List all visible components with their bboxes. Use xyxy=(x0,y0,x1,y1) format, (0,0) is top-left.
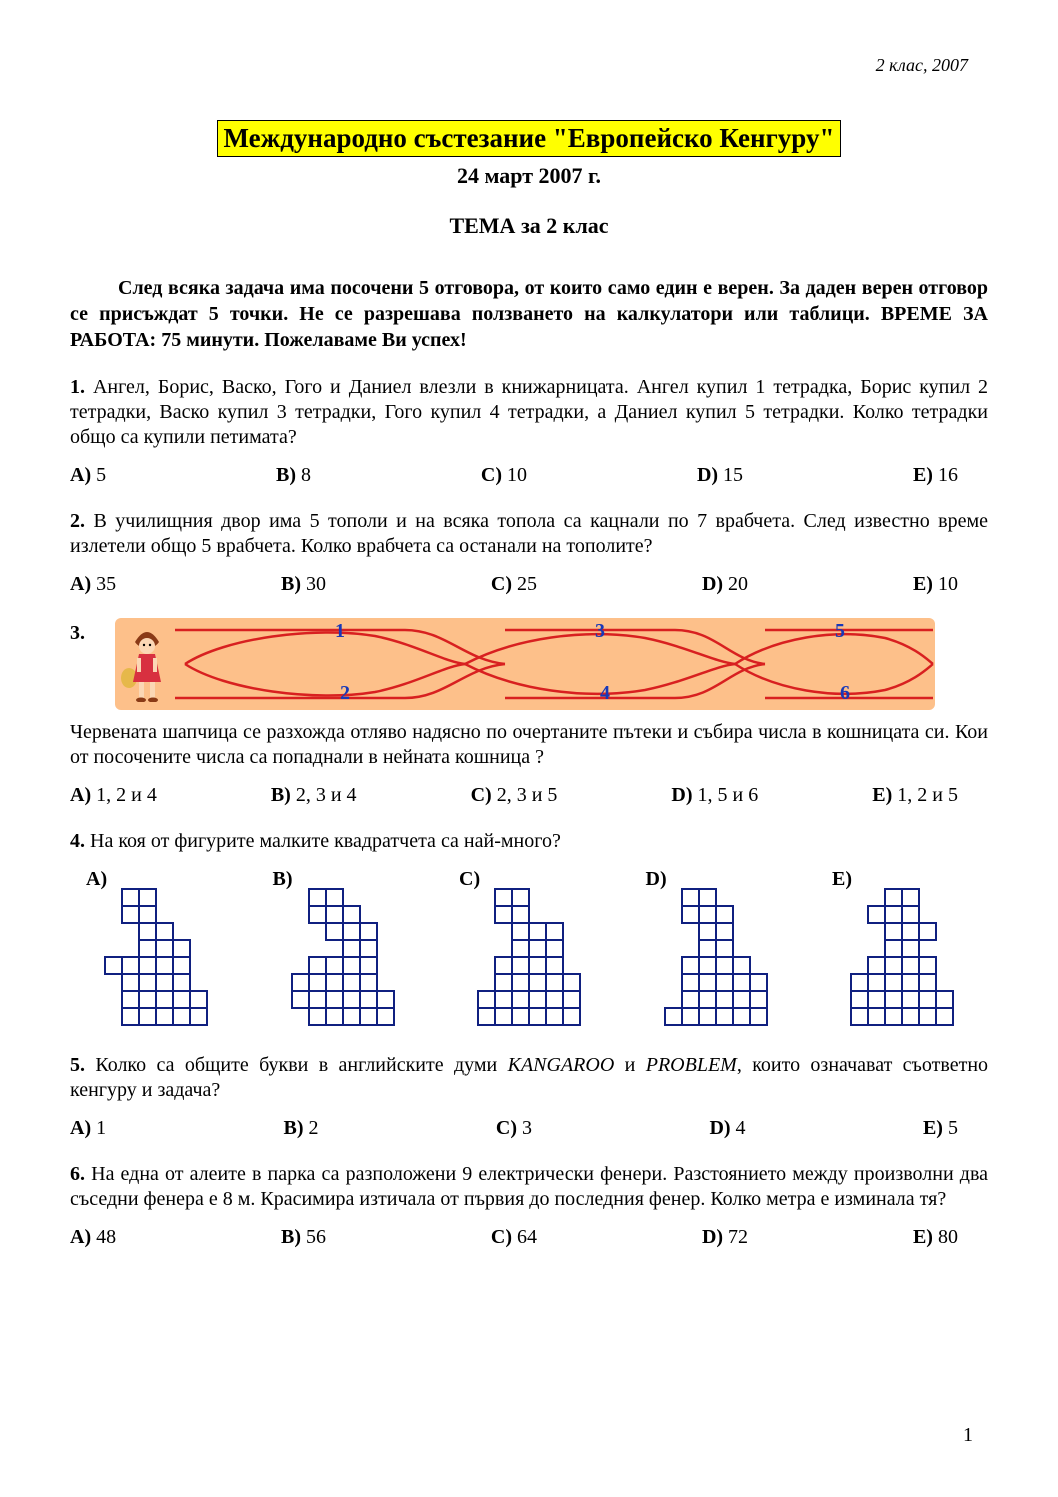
question-1-answers: A) 5 B) 8 C) 10 D) 15 E) 16 xyxy=(70,464,988,487)
answer-2-d: D) 20 xyxy=(702,573,748,596)
answer-5-d: D) 4 xyxy=(709,1117,745,1140)
answer-3-e: E) 1, 2 и 5 xyxy=(872,784,958,807)
answer-6-a: A) 48 xyxy=(70,1226,116,1249)
answer-1-d: D) 15 xyxy=(697,464,743,487)
figure-d-svg xyxy=(636,871,796,1031)
path-label-1: 1 xyxy=(335,620,345,643)
competition-date: 24 март 2007 г. xyxy=(70,163,988,189)
path-label-5: 5 xyxy=(835,620,845,643)
figure-b-label: B) xyxy=(273,868,293,891)
path-label-6: 6 xyxy=(840,682,850,705)
path-label-2: 2 xyxy=(340,682,350,705)
question-6: 6. На една от алеите в парка са разполож… xyxy=(70,1162,988,1212)
question-4-text: На коя от фигурите малките квадратчета с… xyxy=(90,830,561,852)
question-6-number: 6. xyxy=(70,1163,85,1185)
question-4: 4. На коя от фигурите малките квадратчет… xyxy=(70,829,988,854)
answer-2-a: A) 35 xyxy=(70,573,116,596)
figure-b-svg xyxy=(263,871,423,1031)
question-5-number: 5. xyxy=(70,1054,85,1076)
question-5: 5. Колко са общите букви в английските д… xyxy=(70,1053,988,1103)
answer-1-e: E) 16 xyxy=(913,464,958,487)
answer-3-d: D) 1, 5 и 6 xyxy=(671,784,758,807)
figure-c-label: C) xyxy=(459,868,480,891)
question-2-answers: A) 35 B) 30 C) 25 D) 20 E) 10 xyxy=(70,573,988,596)
question-5-text-before: Колко са общите букви в английските думи xyxy=(95,1054,507,1076)
girl-icon xyxy=(121,626,173,702)
question-3-row: 3. xyxy=(70,618,988,710)
answer-5-e: E) 5 xyxy=(923,1117,958,1140)
path-label-3: 3 xyxy=(595,620,605,643)
competition-title: Международно състезание "Европейско Кенг… xyxy=(217,120,842,157)
question-3-number: 3. xyxy=(70,622,85,645)
answer-6-e: E) 80 xyxy=(913,1226,958,1249)
question-5-mid: и xyxy=(614,1054,645,1076)
figure-c-svg xyxy=(449,871,609,1031)
question-5-word1: KANGAROO xyxy=(508,1054,615,1076)
figure-a-svg xyxy=(76,871,236,1031)
question-3-answers: A) 1, 2 и 4 B) 2, 3 и 4 C) 2, 3 и 5 D) 1… xyxy=(70,784,988,807)
question-5-word2: PROBLEM xyxy=(646,1054,737,1076)
page-number: 1 xyxy=(963,1424,973,1447)
figure-b: B) xyxy=(263,868,423,1031)
answer-3-c: C) 2, 3 и 5 xyxy=(471,784,558,807)
path-diagram: 1 2 3 4 5 6 xyxy=(115,618,935,710)
question-6-answers: A) 48 B) 56 C) 64 D) 72 E) 80 xyxy=(70,1226,988,1249)
answer-3-b: B) 2, 3 и 4 xyxy=(271,784,357,807)
answer-5-c: C) 3 xyxy=(496,1117,532,1140)
answer-2-b: B) 30 xyxy=(281,573,326,596)
figure-a: A) xyxy=(76,868,236,1031)
question-2-number: 2. xyxy=(70,510,85,532)
path-diagram-svg xyxy=(115,618,935,710)
answer-1-b: B) 8 xyxy=(276,464,311,487)
question-1: 1. Ангел, Борис, Васко, Гого и Даниел вл… xyxy=(70,375,988,450)
figure-c: C) xyxy=(449,868,609,1031)
question-3-text: Червената шапчица се разхожда отляво над… xyxy=(70,720,988,770)
header-grade-year: 2 клас, 2007 xyxy=(876,55,968,76)
question-2-text: В училищния двор има 5 тополи и на всяка… xyxy=(70,510,988,557)
answer-6-b: B) 56 xyxy=(281,1226,326,1249)
path-label-4: 4 xyxy=(600,682,610,705)
figure-d: D) xyxy=(636,868,796,1031)
answer-6-d: D) 72 xyxy=(702,1226,748,1249)
answer-3-a: A) 1, 2 и 4 xyxy=(70,784,157,807)
question-4-number: 4. xyxy=(70,830,85,852)
answer-1-c: C) 10 xyxy=(481,464,527,487)
question-5-answers: A) 1 B) 2 C) 3 D) 4 E) 5 xyxy=(70,1117,988,1140)
question-1-number: 1. xyxy=(70,376,85,398)
answer-5-a: A) 1 xyxy=(70,1117,106,1140)
figure-e-label: E) xyxy=(832,868,852,891)
instructions-text: След всяка задача има посочени 5 отговор… xyxy=(70,275,988,353)
answer-2-c: C) 25 xyxy=(491,573,537,596)
page: 2 клас, 2007 Международно състезание "Ев… xyxy=(0,0,1058,1497)
answer-2-e: E) 10 xyxy=(913,573,958,596)
figure-d-label: D) xyxy=(646,868,667,891)
title-block: Международно състезание "Европейско Кенг… xyxy=(70,120,988,239)
answer-6-c: C) 64 xyxy=(491,1226,537,1249)
competition-subject: ТЕМА за 2 клас xyxy=(70,213,988,239)
answer-1-a: A) 5 xyxy=(70,464,106,487)
question-1-text: Ангел, Борис, Васко, Гого и Даниел влезл… xyxy=(70,376,988,448)
answer-5-b: B) 2 xyxy=(284,1117,319,1140)
figure-e: E) xyxy=(822,868,982,1031)
question-4-figures: A) B) C) D) E) xyxy=(70,868,988,1031)
figure-a-label: A) xyxy=(86,868,107,891)
question-2: 2. В училищния двор има 5 тополи и на вс… xyxy=(70,509,988,559)
question-6-text: На една от алеите в парка са разположени… xyxy=(70,1163,988,1210)
figure-e-svg xyxy=(822,871,982,1031)
